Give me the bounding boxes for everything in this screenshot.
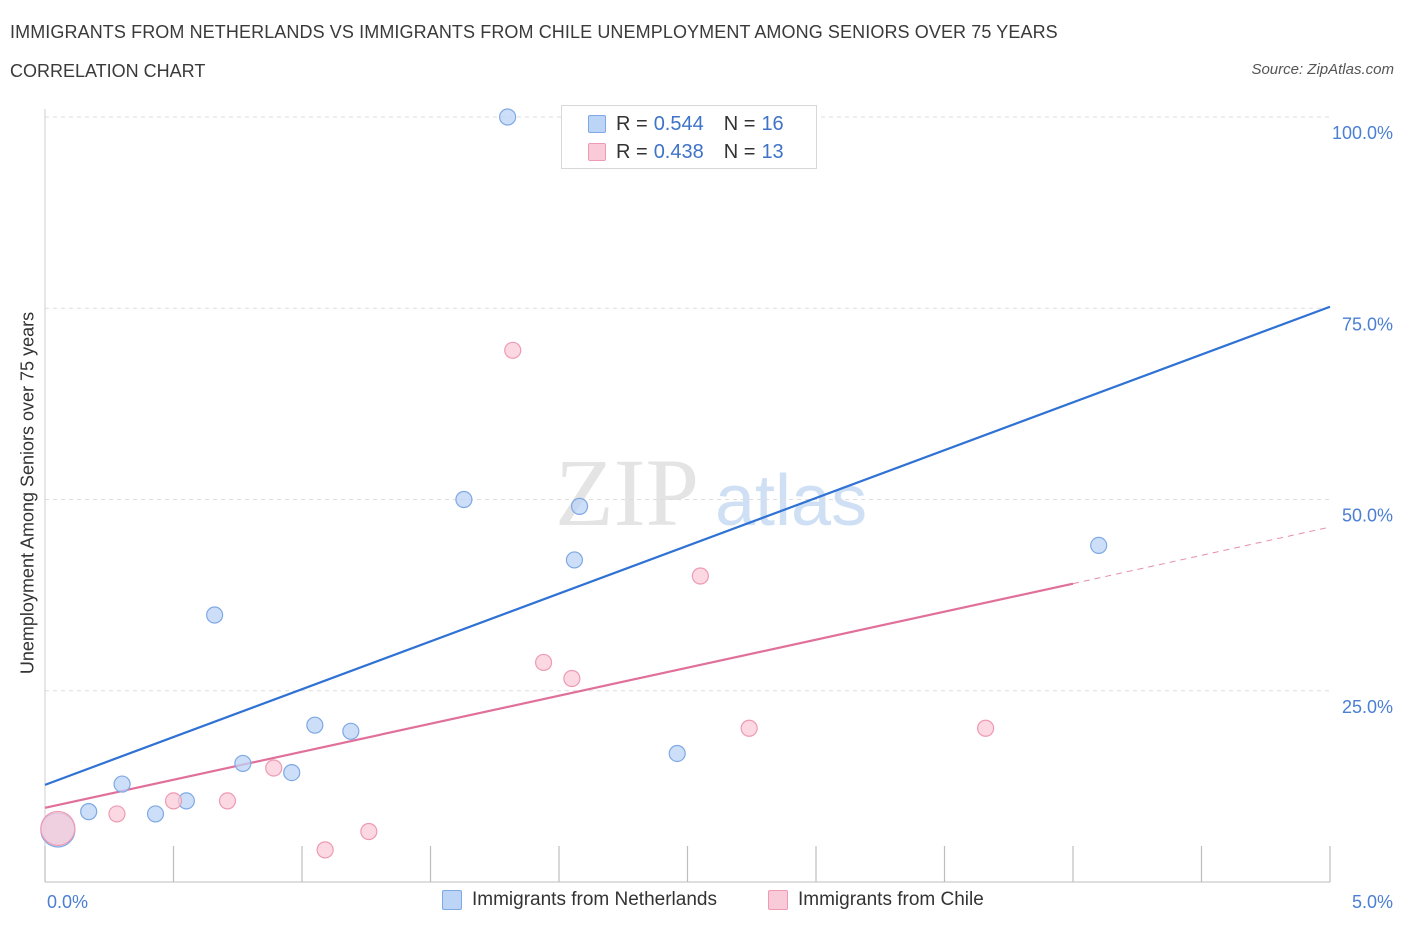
netherlands-point-7 (283, 764, 301, 782)
svg-text:atlas: atlas (715, 461, 867, 541)
chile-point-12 (977, 719, 995, 737)
chile-n-value: 13 (761, 140, 784, 163)
netherlands-point-12 (565, 551, 584, 569)
chile-point-4 (265, 759, 283, 777)
chart-subtitle: CORRELATION CHART (10, 61, 206, 81)
svg-text:ZIP: ZIP (555, 439, 699, 546)
netherlands-point-3 (146, 805, 165, 823)
netherlands-point-5 (206, 606, 224, 624)
netherlands-point-14 (668, 744, 686, 763)
chile-point-6 (360, 822, 378, 841)
netherlands-n-label: N = (723, 112, 756, 135)
chile-point-1 (108, 805, 126, 823)
bottom-legend-chile: Immigrants from Chile (768, 889, 984, 911)
correlation-legend: R = 0.544 N = 16 R = 0.438 N = 13 (561, 105, 817, 169)
netherlands-point-10 (455, 490, 473, 509)
chile-n-label: N = (723, 140, 756, 163)
chile-point-11 (740, 719, 758, 737)
chile-legend-label: Immigrants from Chile (798, 889, 984, 910)
netherlands-r-value: 0.544 (653, 112, 704, 135)
chile-r-value: 0.438 (653, 140, 704, 163)
chile-swatch (588, 143, 606, 161)
netherlands-point-1 (80, 803, 98, 821)
netherlands-point-15 (1090, 536, 1108, 555)
y-tick-label-100: 100.0% (1332, 123, 1393, 143)
netherlands-point-11 (499, 108, 517, 126)
netherlands-swatch (588, 115, 606, 133)
chile-r-label: R = (616, 140, 648, 163)
netherlands-point-6 (234, 754, 252, 773)
grid-lines (45, 116, 1330, 692)
axes (44, 109, 1331, 883)
netherlands-point-8 (306, 716, 324, 734)
bottom-legend-netherlands: Immigrants from Netherlands (442, 889, 717, 911)
chile-point-3 (218, 792, 237, 810)
y-tick-label-50: 50.0% (1342, 506, 1393, 526)
netherlands-point-9 (342, 722, 360, 740)
chile-trend-extension (1072, 526, 1331, 585)
tick-labels: 25.0% 50.0% 75.0% 100.0% 0.0% 5.0% (47, 123, 1393, 912)
chile-trend-line (44, 582, 1074, 809)
chile-point-9 (563, 669, 581, 688)
netherlands-n-value: 16 (761, 112, 784, 135)
data-points (40, 108, 1108, 859)
chile-point-5 (316, 841, 334, 859)
legend-row-netherlands: R = 0.544 N = 16 (588, 112, 784, 136)
source-credit: Source: ZipAtlas.com (1251, 61, 1394, 78)
chile-legend-swatch (768, 890, 788, 910)
y-tick-label-75: 75.0% (1342, 314, 1393, 334)
netherlands-r-label: R = (616, 112, 648, 135)
chile-point-8 (534, 653, 553, 672)
netherlands-legend-swatch (442, 890, 462, 910)
legend-row-chile: R = 0.438 N = 13 (588, 140, 784, 164)
x-tick-label-max: 5.0% (1352, 892, 1393, 912)
chile-point-10 (691, 567, 709, 585)
chile-point-2 (164, 792, 183, 810)
netherlands-point-2 (113, 775, 131, 793)
y-tick-label-25: 25.0% (1342, 697, 1393, 717)
trend-lines (44, 305, 1331, 809)
netherlands-point-13 (570, 497, 589, 515)
chile-point-7 (504, 341, 522, 359)
zipatlas-watermark: ZIP atlas (555, 439, 867, 546)
chile-point-0 (40, 810, 76, 847)
netherlands-legend-label: Immigrants from Netherlands (472, 889, 717, 910)
chart-title: IMMIGRANTS FROM NETHERLANDS VS IMMIGRANT… (10, 22, 1058, 42)
netherlands-trend-line (44, 305, 1331, 786)
x-tick-label-min: 0.0% (47, 892, 88, 912)
